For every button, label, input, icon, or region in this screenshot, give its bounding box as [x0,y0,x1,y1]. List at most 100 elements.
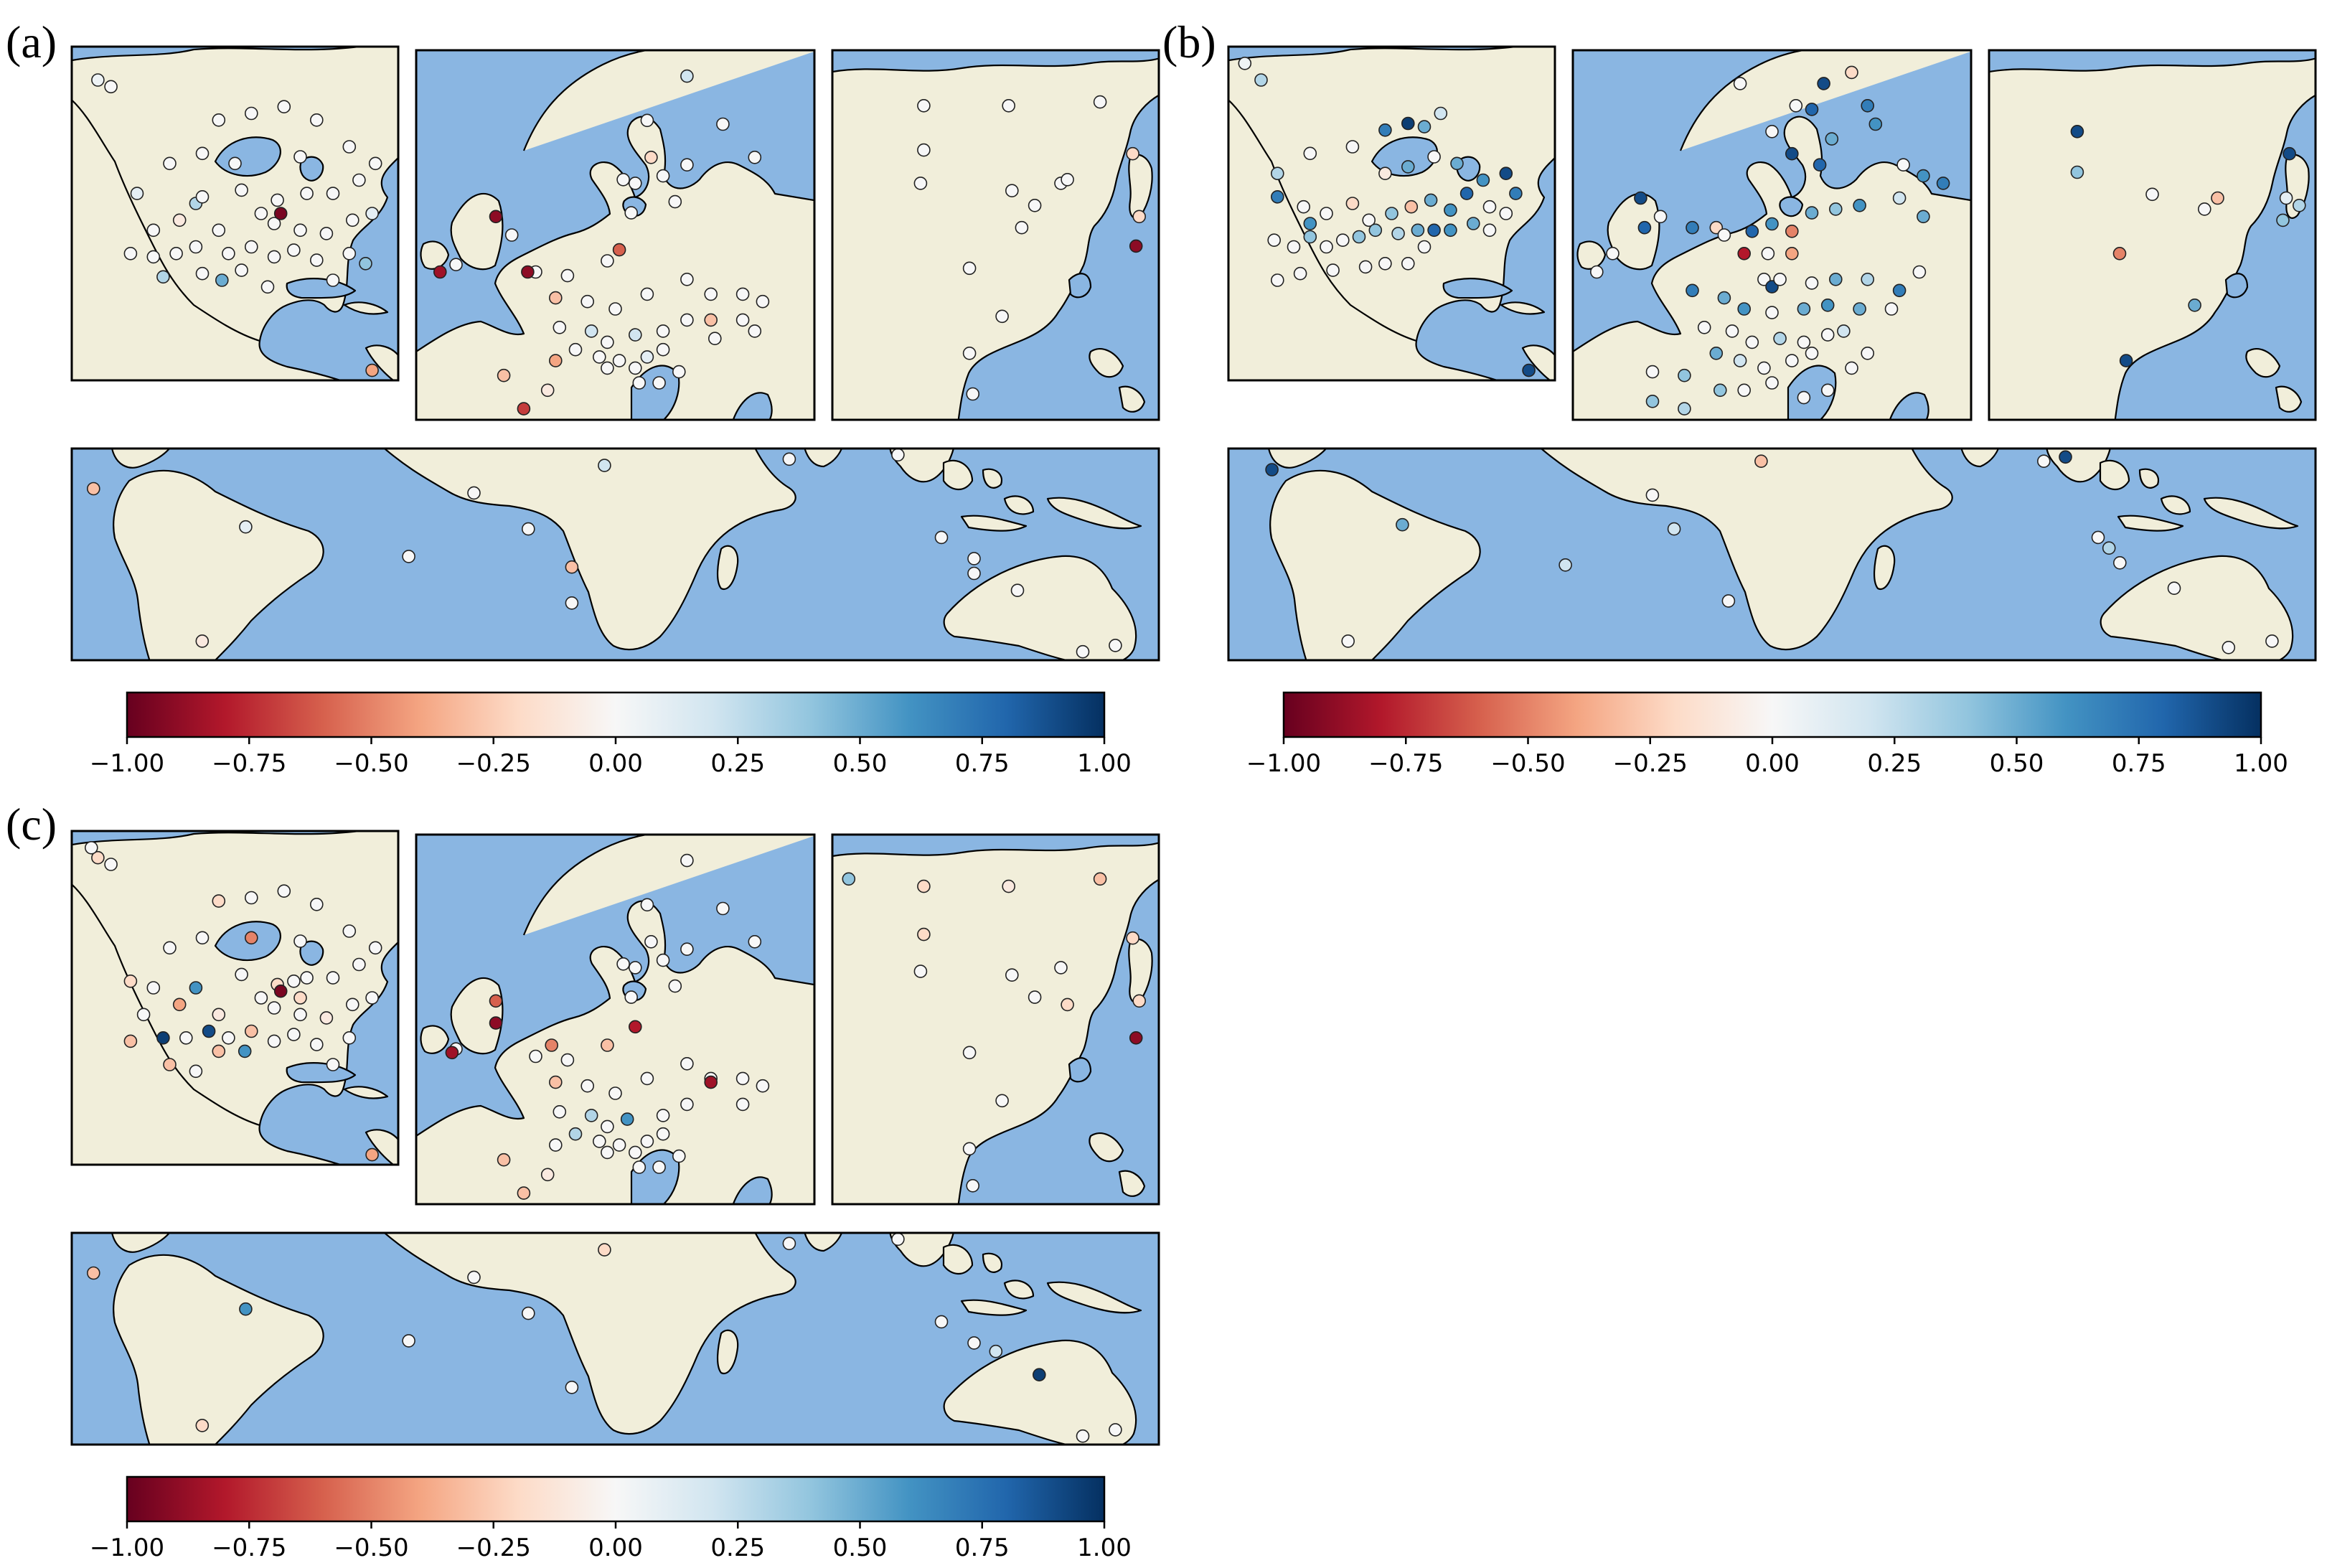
station-marker [445,1046,459,1060]
station-marker [521,522,535,536]
station-marker [620,1112,634,1126]
station-marker [2292,199,2306,212]
station-marker [1352,230,1366,244]
station-marker [652,1160,666,1174]
station-marker [1061,173,1074,187]
station-marker [365,363,379,377]
station-marker [2211,191,2224,205]
station-marker [1358,260,1373,274]
station-marker [1129,1031,1143,1045]
station-marker [1737,246,1751,260]
station-marker [326,187,340,200]
station-marker [489,994,503,1008]
station-marker [1401,116,1415,131]
station-marker [497,1152,511,1167]
station-marker [2037,454,2051,469]
station-marker [913,177,928,190]
station-marker [1896,158,1910,172]
station-marker [1385,207,1398,220]
station-marker [704,287,718,301]
station-marker [612,243,626,257]
station-marker [245,891,258,905]
station-marker [966,1178,979,1193]
station-marker [580,294,594,309]
station-marker [1861,272,1875,286]
colorbar-tick-label: −0.25 [456,1534,531,1562]
station-marker [580,1079,594,1093]
station-marker [1745,225,1759,238]
station-marker [540,1168,555,1182]
station-marker [365,991,379,1005]
station-marker [277,884,291,898]
station-marker [1427,223,1441,238]
station-marker [169,246,183,260]
colorbar-tick-label: 0.25 [710,1534,765,1562]
station-marker [1717,291,1731,305]
station-marker [504,228,519,242]
station-marker [212,894,226,908]
station-marker [598,1243,611,1257]
station-marker [1813,158,1827,172]
station-marker [540,383,555,398]
colorbar-tick-label: −0.25 [1613,749,1688,778]
station-marker [1912,265,1927,279]
station-marker [632,1160,647,1174]
station-marker [319,227,334,240]
station-marker [239,1302,253,1316]
station-marker [123,246,138,260]
station-marker [1076,1429,1090,1443]
station-marker [1765,376,1779,390]
station-marker [86,482,100,496]
station-marker [260,280,275,294]
station-marker [565,1381,579,1394]
station-marker [1785,246,1799,260]
station-marker [1765,125,1779,139]
station-marker [672,365,686,379]
station-marker [123,1034,138,1048]
panel-b: (b) −1.00 −0.75 −0.50 −0.25 0.00 0.25 0.50 0.75 1… [1162,17,2317,778]
station-marker [934,530,949,545]
station-marker [1745,335,1759,349]
station-marker [1326,263,1340,277]
station-marker [967,566,981,581]
station-marker [962,1046,977,1060]
station-marker [624,990,639,1004]
station-marker [644,151,658,164]
station-marker [640,1135,654,1148]
station-marker [913,964,928,978]
colorbar-tick-label: 0.50 [1990,749,2044,778]
station-marker [1917,169,1930,183]
station-marker [616,957,630,971]
station-marker [529,1049,542,1064]
station-marker [640,113,654,128]
station-marker [1297,199,1310,214]
station-marker [1509,187,1523,200]
station-marker [628,1145,642,1160]
station-marker [1362,213,1376,227]
station-marker [1686,283,1699,298]
station-marker [1645,394,1660,408]
station-marker [1129,239,1143,253]
station-marker [842,872,856,886]
station-marker [1678,402,1691,416]
station-marker [352,173,366,187]
station-marker [1271,190,1284,204]
colorbar-tick-label: −1.00 [1246,749,1321,778]
station-marker [1828,272,1843,286]
station-marker [293,991,307,1005]
station-marker [1482,199,1497,214]
station-marker [1892,191,1907,205]
colorbar-tick-label: −0.25 [456,749,531,778]
station-marker [1126,146,1139,161]
colorbar: −1.00 −0.75 −0.50 −0.25 0.00 0.25 0.50 0.75 1.00 [1246,691,2288,778]
station-marker [1820,298,1835,312]
colorbar-tick-label: 1.00 [1077,749,1132,778]
station-marker [995,309,1009,324]
station-marker [319,1011,334,1025]
colorbar-tick-label: 0.50 [833,1534,888,1562]
station-marker [1132,210,1147,224]
station-marker [1789,99,1803,113]
station-marker [2102,541,2116,555]
station-marker [1645,488,1660,502]
station-marker [1797,390,1811,405]
